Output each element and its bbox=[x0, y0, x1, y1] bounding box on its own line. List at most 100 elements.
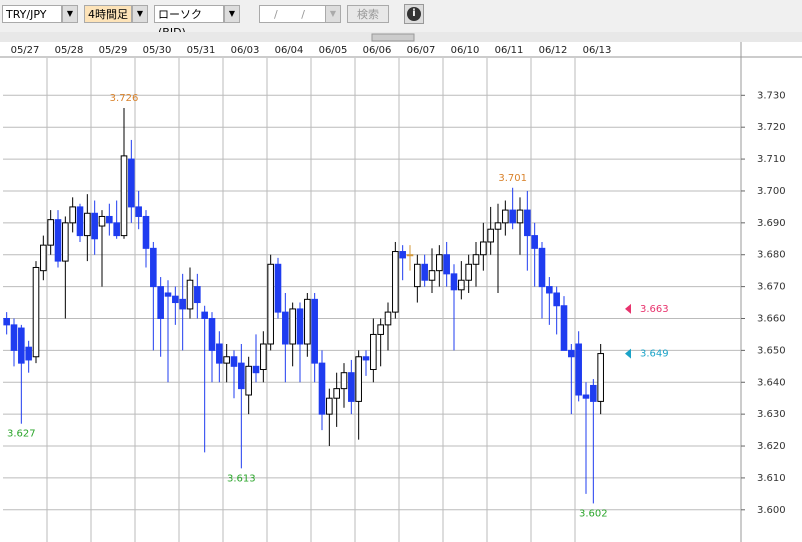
candle-body bbox=[311, 298, 318, 364]
candle-body bbox=[223, 356, 230, 364]
candle-body bbox=[274, 263, 282, 313]
candle-body bbox=[546, 286, 553, 294]
candle-body bbox=[333, 388, 340, 399]
candle-body bbox=[120, 155, 128, 237]
candle-body bbox=[18, 327, 25, 364]
candle-body bbox=[340, 372, 348, 390]
low-label: 3.613 bbox=[227, 473, 256, 484]
candle-body bbox=[516, 209, 524, 224]
y-tick-label: 3.630 bbox=[757, 409, 786, 420]
candle-body bbox=[436, 254, 443, 272]
dropdown-arrow[interactable]: ▼ bbox=[224, 5, 240, 23]
candle-body bbox=[362, 356, 370, 361]
candle-body bbox=[164, 292, 172, 297]
x-tick-label: 05/31 bbox=[187, 45, 216, 56]
candle-body bbox=[575, 343, 582, 396]
candle-body bbox=[355, 356, 362, 402]
y-tick-label: 3.670 bbox=[757, 282, 786, 293]
dropdown-arrow[interactable]: ▼ bbox=[325, 5, 341, 23]
dropdown-arrow[interactable]: ▼ bbox=[132, 5, 148, 23]
y-tick-label: 3.660 bbox=[757, 313, 786, 324]
candle-body bbox=[421, 263, 428, 281]
candle-body bbox=[465, 263, 472, 281]
x-tick-label: 06/10 bbox=[451, 45, 480, 56]
candle-body bbox=[326, 397, 333, 415]
candle-body bbox=[399, 251, 406, 259]
price-marker bbox=[625, 348, 631, 359]
y-tick-label: 3.700 bbox=[757, 186, 786, 197]
y-tick-label: 3.730 bbox=[757, 90, 786, 101]
candle-body bbox=[40, 244, 47, 272]
low-label: 3.602 bbox=[579, 508, 608, 519]
high-label: 3.726 bbox=[110, 93, 139, 104]
candle-body bbox=[91, 212, 98, 240]
candle-body bbox=[238, 362, 245, 390]
y-tick-label: 3.690 bbox=[757, 218, 786, 229]
x-tick-label: 06/07 bbox=[407, 45, 436, 56]
x-tick-label: 06/05 bbox=[319, 45, 348, 56]
candle-body bbox=[524, 209, 531, 237]
candle-body bbox=[3, 317, 10, 326]
candle-body bbox=[458, 279, 465, 291]
candle-body bbox=[472, 254, 480, 265]
search-button[interactable]: 検索 bbox=[347, 5, 389, 23]
candle-body bbox=[582, 394, 590, 399]
scroll-thumb[interactable] bbox=[371, 33, 415, 42]
price-label: 3.663 bbox=[640, 304, 669, 315]
candle-body bbox=[245, 365, 252, 396]
candle-body bbox=[201, 311, 208, 319]
candle-body bbox=[487, 228, 494, 243]
low-label: 3.627 bbox=[7, 429, 36, 440]
y-tick-label: 3.640 bbox=[757, 377, 786, 388]
candle-body bbox=[25, 346, 32, 361]
x-tick-label: 06/13 bbox=[583, 45, 612, 56]
candle-body bbox=[597, 353, 604, 402]
candle-body bbox=[179, 298, 186, 310]
candle-body bbox=[384, 311, 392, 326]
candle-body bbox=[186, 279, 194, 310]
y-tick-label: 3.620 bbox=[757, 441, 786, 452]
candle-body bbox=[560, 305, 568, 351]
candle-body bbox=[194, 286, 201, 304]
x-tick-label: 06/12 bbox=[539, 45, 568, 56]
candle-body bbox=[150, 247, 157, 288]
candle-body bbox=[502, 209, 509, 224]
pair-select[interactable]: TRY/JPY bbox=[2, 5, 62, 23]
info-button[interactable]: i bbox=[404, 4, 424, 24]
candle-body bbox=[494, 222, 502, 230]
candle-body bbox=[377, 324, 384, 335]
candle-body bbox=[106, 215, 113, 224]
x-tick-label: 06/03 bbox=[231, 45, 260, 56]
x-tick-label: 05/29 bbox=[99, 45, 128, 56]
x-tick-label: 06/06 bbox=[363, 45, 392, 56]
y-tick-label: 3.680 bbox=[757, 250, 786, 261]
candle-body bbox=[128, 158, 135, 208]
candle-body bbox=[304, 298, 311, 345]
candle-body bbox=[450, 273, 458, 291]
y-tick-label: 3.600 bbox=[757, 505, 786, 516]
candle-body bbox=[260, 343, 267, 371]
candle-body bbox=[480, 241, 487, 256]
dropdown-arrow[interactable]: ▼ bbox=[62, 5, 78, 23]
y-tick-label: 3.720 bbox=[757, 122, 786, 133]
timeframe-select[interactable]: 4時間足 bbox=[84, 5, 132, 23]
candle-body bbox=[538, 247, 546, 288]
candle-body bbox=[113, 222, 120, 237]
y-tick-label: 3.710 bbox=[757, 154, 786, 165]
chart: 3.600 3.610 3.620 3.630 3.640 3.650 3.660 3.670… bbox=[0, 32, 802, 542]
candle-body bbox=[84, 212, 91, 237]
x-tick-label: 06/11 bbox=[495, 45, 524, 56]
candle-body bbox=[414, 263, 421, 288]
candle-body bbox=[531, 235, 538, 249]
toolbar: TRY/JPY ▼ 4時間足 ▼ ローソク(BID) ▼ / / ▼ 検索 i bbox=[0, 0, 802, 39]
candle-body bbox=[406, 254, 414, 257]
candle-body bbox=[590, 384, 597, 402]
candle-body bbox=[568, 349, 575, 358]
candle-body bbox=[509, 209, 516, 224]
y-tick-label: 3.650 bbox=[757, 345, 786, 356]
date-input[interactable]: / / bbox=[259, 5, 327, 23]
chart-kind-select[interactable]: ローソク(BID) bbox=[154, 5, 224, 39]
candle-body bbox=[318, 362, 326, 415]
candle-body bbox=[230, 356, 238, 367]
